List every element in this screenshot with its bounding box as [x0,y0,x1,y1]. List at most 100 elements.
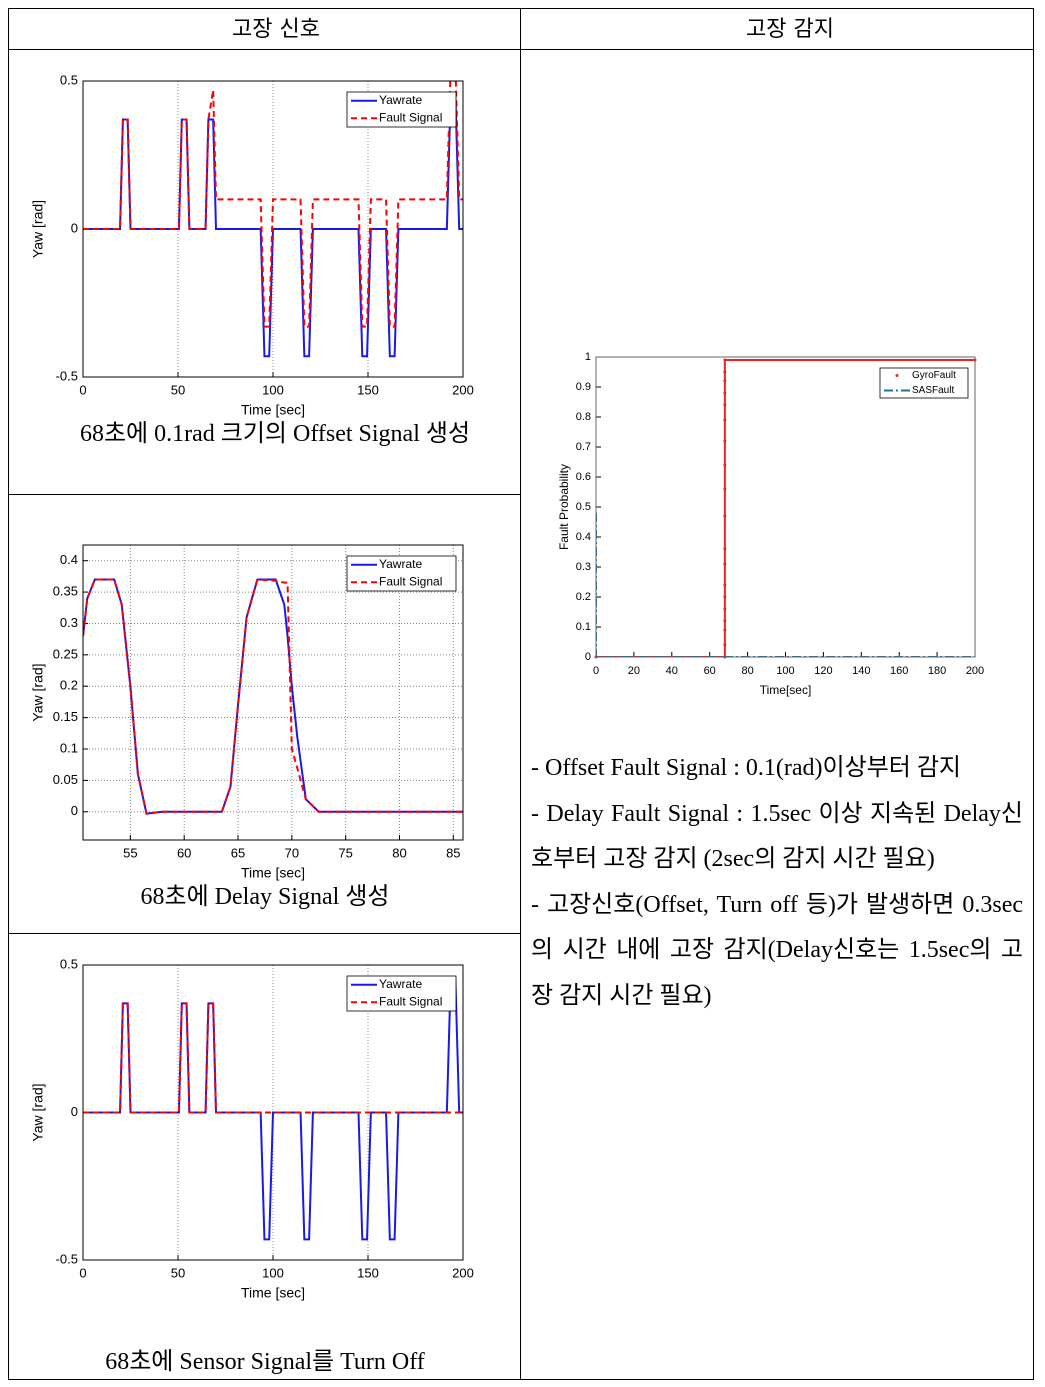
y-tick-label: 0.5 [60,72,78,87]
x-tick-label: 200 [452,382,474,397]
legend-swatch [895,374,899,377]
legend-label: GyroFault [912,370,956,381]
x-tick-label: 160 [890,665,908,677]
y-tick-label: 0.7 [576,441,591,453]
legend-label: SASFault [912,385,954,396]
legend-label: Fault Signal [379,994,442,1008]
data-point [723,439,727,443]
data-point [723,547,727,551]
caption: 68초에 Sensor Signal를 Turn Off [105,1349,425,1375]
y-tick-label: 0.1 [60,740,78,755]
x-tick-label: 60 [177,845,191,860]
x-tick-label: 80 [392,845,406,860]
y-tick-label: 0.05 [53,772,78,787]
data-point [723,514,727,518]
y-tick-label: -0.5 [56,368,78,383]
x-tick-label: 20 [628,665,640,677]
series-line [83,81,463,328]
data-point [723,463,727,467]
legend-label: Yawrate [379,557,422,571]
note: - 고장신호(Offset, Turn off 등)가 발생하면 0.3sec의… [531,891,1023,1009]
x-tick-label: 60 [704,665,716,677]
y-tick-label: 0.2 [60,678,78,693]
notes: - Offset Fault Signal : 0.1(rad)이상부터 감지 … [531,746,1023,1019]
y-tick-label: 0.4 [576,531,591,543]
data-point [723,595,727,599]
x-tick-label: 0 [593,665,599,677]
y-tick-label: 0.6 [576,471,591,483]
y-tick-label: 0.1 [576,621,591,633]
data-point [723,391,727,395]
x-axis-label: Time [sec] [241,865,305,881]
y-tick-label: 0.9 [576,381,591,393]
x-axis-label: Time[sec] [760,683,812,697]
series-line [83,1002,463,1114]
x-tick-label: 85 [446,845,460,860]
caption: 68초에 0.1rad 크기의 Offset Signal 생성 [79,421,471,447]
y-tick-label: 0.35 [53,584,78,599]
y-tick-label: 0 [585,651,591,663]
data-point [723,619,727,623]
y-tick-label: 0 [71,220,78,235]
x-tick-label: 65 [231,845,245,860]
x-axis-label: Time [sec] [241,1285,305,1301]
plot-frame [595,356,976,658]
y-axis-label: Yaw [rad] [30,1083,46,1141]
y-tick-label: -0.5 [56,1251,78,1266]
x-axis-label: Time [sec] [241,402,305,418]
legend-label: Yawrate [379,977,422,991]
y-tick-label: 0 [71,1104,78,1119]
x-tick-label: 0 [79,1265,86,1280]
header-cell: 고장 신호 [232,17,320,42]
y-tick-label: 1 [585,351,591,363]
plot-frame [82,964,464,1261]
x-tick-label: 150 [357,382,379,397]
data-point [723,562,727,566]
y-tick-label: 0.5 [576,501,591,513]
data-point [723,628,727,632]
legend-label: Yawrate [379,93,422,107]
x-tick-label: 200 [452,1265,474,1280]
x-tick-label: 140 [852,665,870,677]
data-point [723,643,727,647]
x-tick-label: 0 [79,382,86,397]
x-tick-label: 100 [262,1265,284,1280]
data-point [723,403,727,407]
y-tick-label: 0.3 [576,561,591,573]
y-tick-label: 0 [71,803,78,818]
note: - Offset Fault Signal : 0.1(rad)이상부터 감지 [531,755,961,781]
y-tick-label: 0.15 [53,709,78,724]
data-point [723,370,727,374]
caption: 68초에 Delay Signal 생성 [140,884,390,910]
data-point [723,607,727,611]
y-tick-label: 0.2 [576,591,591,603]
data-point [723,583,727,587]
plot-frame [82,544,464,841]
y-tick-label: 0.25 [53,646,78,661]
y-axis-label: Yaw [rad] [30,663,46,721]
header-cell: 고장 감지 [746,17,834,42]
x-tick-label: 55 [123,845,137,860]
x-tick-label: 40 [666,665,678,677]
y-tick-label: 0.4 [60,552,78,567]
plot-area [596,357,975,657]
legend-label: Fault Signal [379,574,442,588]
legend-box [346,91,457,128]
x-tick-label: 50 [171,382,185,397]
x-tick-label: 75 [338,845,352,860]
x-tick-label: 100 [262,382,284,397]
legend-box [346,975,457,1012]
x-tick-label: 180 [928,665,946,677]
x-tick-label: 150 [357,1265,379,1280]
legend-box [346,555,457,592]
x-tick-label: 200 [966,665,984,677]
plot-frame [82,80,464,378]
x-tick-label: 50 [171,1265,185,1280]
y-axis-label: Yaw [rad] [30,200,46,258]
y-tick-label: 0.3 [60,615,78,630]
note: - Delay Fault Signal : 1.5sec 이상 지속된 Del… [531,800,1023,873]
legend-label: Fault Signal [379,110,442,124]
y-tick-label: 0.8 [576,411,591,423]
